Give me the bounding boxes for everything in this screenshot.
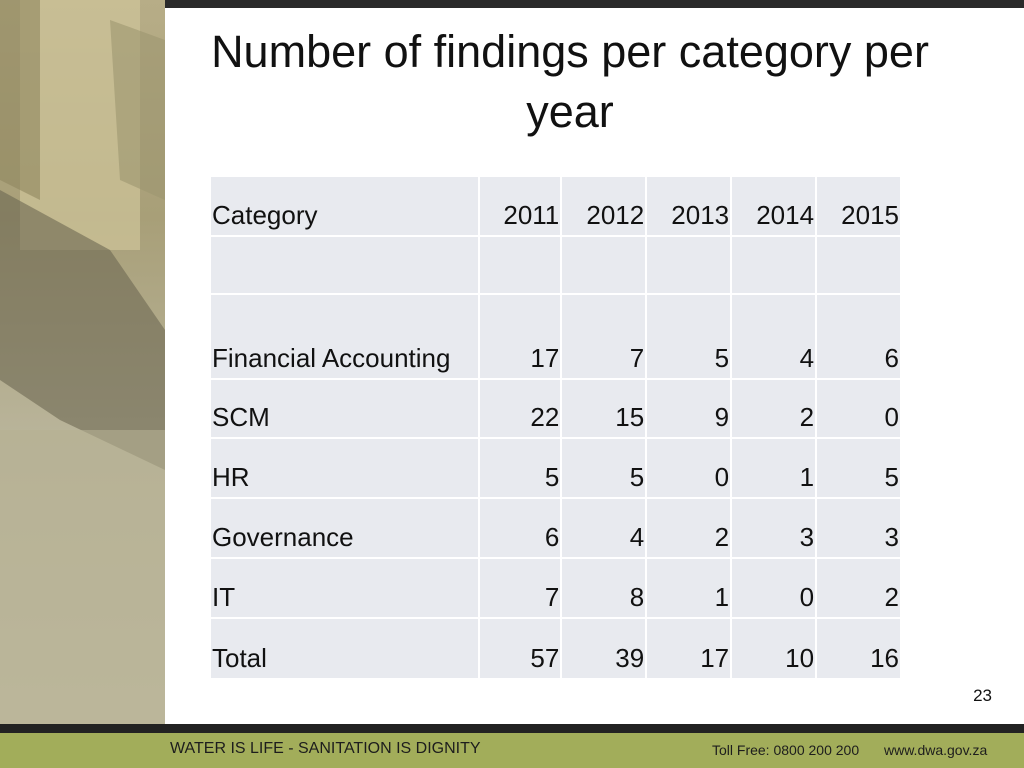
table-row: Governance 6 4 2 3 3 [209, 497, 902, 559]
table-cell: 17 [477, 293, 563, 380]
table-row: HR 5 5 0 1 5 [209, 437, 902, 499]
table-cell: SCM [209, 378, 480, 439]
table-cell: 15 [560, 378, 648, 439]
table-row: SCM 22 15 9 2 0 [209, 378, 902, 439]
table-cell: 2012 [560, 175, 648, 237]
table-cell: 5 [645, 293, 733, 380]
findings-table: Category 2011 2012 2013 2014 2015 Financial Ac… [209, 175, 902, 680]
table-row: Total 57 39 17 10 16 [209, 617, 902, 680]
table-cell: 2 [815, 557, 902, 619]
table-row [209, 235, 902, 295]
table-cell: 7 [560, 293, 648, 380]
table-row: IT 7 8 1 0 2 [209, 557, 902, 619]
table-cell: 3 [730, 497, 818, 559]
table-cell: 10 [730, 617, 818, 680]
top-bar [0, 0, 1024, 8]
table-cell: 1 [645, 557, 733, 619]
table-cell: IT [209, 557, 480, 619]
page-number: 23 [973, 686, 992, 705]
table-cell [560, 235, 648, 295]
table-cell: 5 [815, 437, 902, 499]
slide-title: Number of findings per category per year [211, 26, 929, 137]
footer-phone: Toll Free: 0800 200 200 [712, 742, 860, 758]
footer-website: www.dwa.gov.za [884, 742, 988, 758]
table-cell: 22 [477, 378, 563, 439]
table-cell: 39 [560, 617, 648, 680]
table-cell: 2 [730, 378, 818, 439]
table-row: Category 2011 2012 2013 2014 2015 [209, 175, 902, 237]
table-cell: 6 [815, 293, 902, 380]
table-cell: 5 [477, 437, 563, 499]
table-cell: 8 [560, 557, 648, 619]
table-cell: 2015 [815, 175, 902, 237]
footer-band [0, 733, 1024, 768]
table-cell [209, 235, 480, 295]
table-cell: 16 [815, 617, 902, 680]
table-cell: 17 [645, 617, 733, 680]
table-row: Financial Accounting 17 7 5 4 6 [209, 293, 902, 380]
table-cell: Total [209, 617, 480, 680]
table-cell: 5 [560, 437, 648, 499]
table-cell: Financial Accounting [209, 293, 480, 380]
table-cell: 2014 [730, 175, 818, 237]
table-cell [730, 235, 818, 295]
side-image [0, 0, 165, 725]
table-cell: HR [209, 437, 480, 499]
table-cell: 2011 [477, 175, 563, 237]
table-cell: 2 [645, 497, 733, 559]
table-cell: 7 [477, 557, 563, 619]
table-cell [477, 235, 563, 295]
table-cell: 0 [815, 378, 902, 439]
table-cell: 0 [730, 557, 818, 619]
table-cell: Governance [209, 497, 480, 559]
table-cell: 2013 [645, 175, 733, 237]
table-cell: 0 [645, 437, 733, 499]
footer-slogan: WATER IS LIFE - SANITATION IS DIGNITY [170, 740, 481, 757]
table-cell: 9 [645, 378, 733, 439]
table-cell: 3 [815, 497, 902, 559]
table-cell [645, 235, 733, 295]
footer-bar [0, 724, 1024, 733]
table-cell: 1 [730, 437, 818, 499]
table-cell: 4 [560, 497, 648, 559]
table-cell: 6 [477, 497, 563, 559]
side-image-art [0, 0, 165, 725]
table-cell [815, 235, 902, 295]
table-cell: 4 [730, 293, 818, 380]
table-cell: 57 [477, 617, 563, 680]
table-cell: Category [209, 175, 480, 237]
